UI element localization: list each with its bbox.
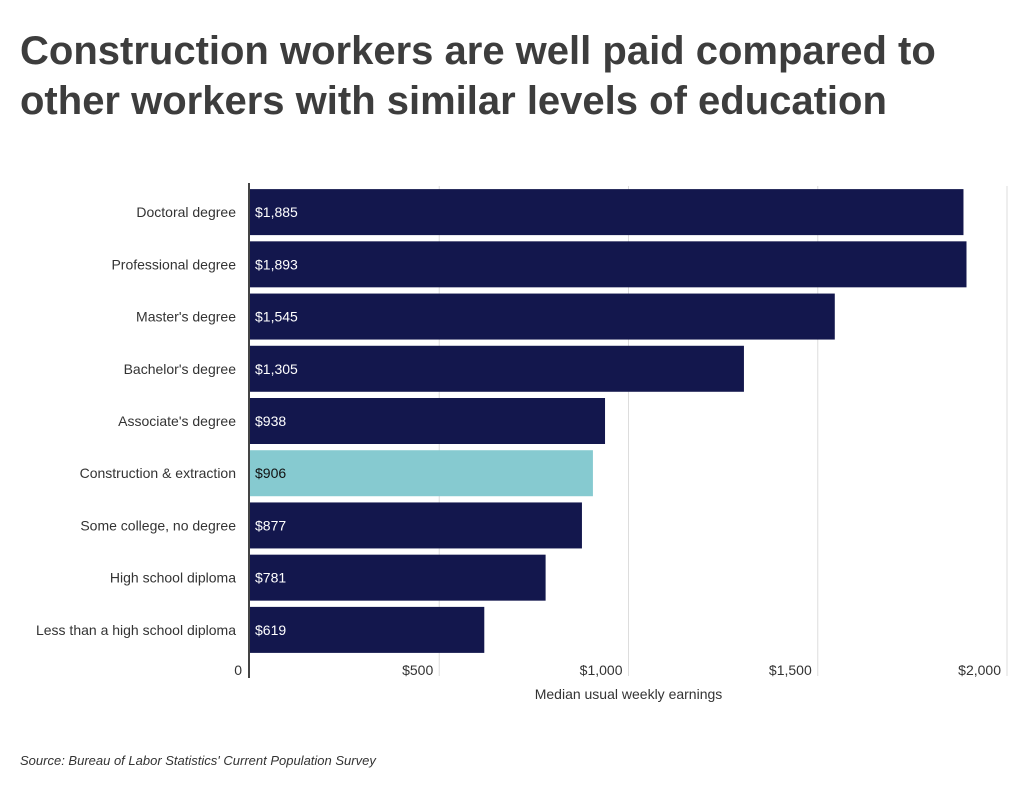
category-label: High school diploma bbox=[110, 570, 236, 586]
value-labels: $1,885 $1,893 $1,545 $1,305 $938 $906 $877 $781… bbox=[255, 204, 298, 638]
bar-chart: Doctoral degree Professional degree Master… bbox=[36, 183, 1008, 702]
bar bbox=[250, 450, 593, 497]
category-label: Associate's degree bbox=[118, 413, 236, 429]
category-label: Some college, no degree bbox=[80, 517, 236, 533]
bar bbox=[250, 293, 835, 340]
data-label: $1,893 bbox=[255, 256, 298, 272]
bars bbox=[250, 189, 967, 653]
x-tick-label: $500 bbox=[402, 662, 433, 678]
data-label: $877 bbox=[255, 517, 286, 533]
bar bbox=[250, 502, 582, 549]
data-label: $1,305 bbox=[255, 361, 298, 377]
bar bbox=[250, 345, 744, 392]
x-tick-label: $1,500 bbox=[769, 662, 812, 678]
category-labels: Doctoral degree Professional degree Master… bbox=[36, 204, 236, 638]
category-label: Less than a high school diploma bbox=[36, 622, 236, 638]
data-label: $781 bbox=[255, 570, 286, 586]
data-label: $619 bbox=[255, 622, 286, 638]
bar bbox=[250, 606, 485, 653]
category-label: Doctoral degree bbox=[136, 204, 236, 220]
category-label: Bachelor's degree bbox=[124, 361, 237, 377]
bar bbox=[250, 554, 546, 601]
chart-title: Construction workers are well paid compa… bbox=[20, 29, 936, 123]
source-note: Source: Bureau of Labor Statistics' Curr… bbox=[20, 753, 376, 768]
x-tick-label: $1,000 bbox=[580, 662, 623, 678]
bar bbox=[250, 398, 606, 444]
data-label: $938 bbox=[255, 413, 286, 429]
x-tick-label: $2,000 bbox=[958, 662, 1001, 678]
x-tick-labels: 0 $500 $1,000 $1,500 $2,000 bbox=[234, 662, 1001, 678]
x-tick-label: 0 bbox=[234, 662, 242, 678]
x-axis-label: Median usual weekly earnings bbox=[535, 686, 723, 702]
bar bbox=[250, 241, 967, 288]
category-label: Construction & extraction bbox=[80, 465, 236, 481]
category-label: Master's degree bbox=[136, 309, 236, 325]
bar bbox=[250, 189, 964, 236]
data-label: $906 bbox=[255, 465, 286, 481]
category-label: Professional degree bbox=[111, 256, 236, 272]
data-label: $1,545 bbox=[255, 309, 298, 325]
data-label: $1,885 bbox=[255, 204, 298, 220]
